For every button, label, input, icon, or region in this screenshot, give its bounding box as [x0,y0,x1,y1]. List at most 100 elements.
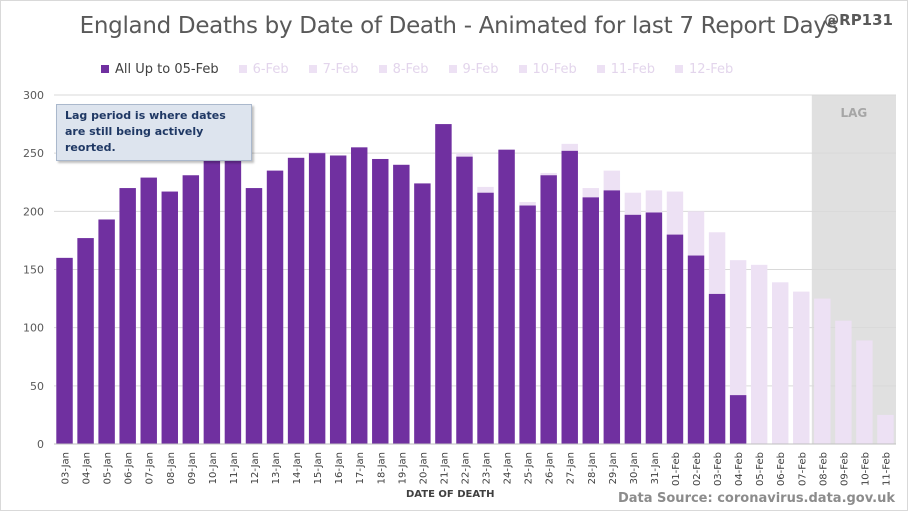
x-tick-label: 10-Feb [860,452,871,486]
legend: All Up to 05-Feb 6-Feb 7-Feb 8-Feb 9-Feb 10-F… [101,59,753,79]
legend-label: 8-Feb [392,61,429,77]
bar-base [561,150,578,444]
bar-latest [877,414,894,444]
x-axis-label: DATE OF DEATH [406,489,495,500]
lag-note: Lag period is where dates are still bein… [56,104,252,161]
x-tick-label: 15-Jan [313,452,324,484]
x-tick-label: 31-Jan [650,452,661,484]
legend-swatch [238,65,247,73]
x-tick-label: 06-Jan [124,452,135,484]
y-tick-label: 150 [23,264,44,277]
legend-item: 10-Feb [518,61,577,77]
y-tick-label: 100 [23,322,44,335]
x-tick-label: 30-Jan [629,452,640,484]
legend-item: 7-Feb [308,61,359,77]
bar-base [182,175,200,444]
legend-label: 6-Feb [252,61,289,77]
x-tick-label: 12-Jan [250,452,261,484]
legend-swatch [675,65,684,73]
bar-base [498,149,515,444]
x-tick-label: 14-Jan [292,452,303,484]
bar-base [56,257,73,444]
x-tick-label: 08-Jan [166,452,177,484]
bar-base [393,164,410,445]
x-tick-label: 26-Jan [545,452,556,484]
x-tick-label: 07-Feb [797,452,808,486]
bar-latest [750,264,768,444]
bar-base [140,177,157,444]
legend-label: 10-Feb [532,61,577,77]
bar-latest [856,340,873,444]
x-tick-label: 03-Jan [61,452,72,484]
legend-label: 11-Feb [610,61,656,77]
legend-label: All Up to 05-Feb [115,61,219,77]
bar-base [540,175,557,444]
bar-base [414,183,431,444]
x-tick-label: 11-Jan [229,452,240,484]
x-tick-label: 16-Jan [334,452,345,484]
legend-item: 9-Feb [448,62,499,77]
bar-base [666,234,684,444]
legend-item: All Up to 05-Feb [101,62,219,77]
bar-base [645,212,663,444]
bar-base [582,197,599,444]
bar-base [119,188,136,444]
lag-label: LAG [841,106,868,120]
y-tick-label: 50 [30,380,44,393]
x-tick-label: 20-Jan [418,452,429,484]
x-tick-label: 24-Jan [503,452,514,484]
legend-item: 12-Feb [675,62,733,77]
bar-latest [772,282,789,444]
y-tick-label: 250 [23,147,44,160]
bar-base [729,395,747,444]
x-tick-label: 21-Jan [439,452,450,484]
chart-title: England Deaths by Date of Death - Animat… [79,13,839,39]
x-tick-label: 03-Feb [713,452,724,486]
bar-base [287,157,305,444]
x-tick-label: 10-Jan [208,452,219,484]
bar-base [308,153,326,444]
bar-base [245,188,263,444]
legend-swatch [378,65,387,73]
bar-base [687,255,705,444]
legend-swatch [518,65,527,73]
x-tick-label: 23-Jan [482,452,493,484]
bar-base [372,158,389,444]
legend-swatch [101,65,109,73]
bar-base [329,155,347,444]
data-source: Data Source: coronavirus.data.gov.uk [617,491,895,506]
x-tick-label: 28-Jan [587,452,598,484]
bar-base [351,147,368,444]
legend-swatch [596,65,605,73]
x-tick-label: 09-Jan [187,452,198,484]
x-tick-label: 13-Jan [271,452,282,484]
x-tick-label: 25-Jan [524,452,535,484]
legend-item: 6-Feb [238,61,289,77]
legend-swatch [448,65,457,73]
bar-base [161,191,178,444]
y-tick-label: 0 [37,438,44,451]
bar-base [435,124,452,444]
bar-latest [835,320,852,444]
bar-base [519,205,536,444]
legend-item: 11-Feb [596,61,656,77]
bar-latest [793,291,810,444]
bar-base [224,158,242,444]
x-tick-label: 07-Jan [145,452,156,484]
x-tick-label: 05-Jan [103,452,114,484]
author-handle: @RP131 [824,11,893,29]
bar-base [624,214,642,444]
legend-label: 12-Feb [689,61,734,77]
legend-label: 7-Feb [322,61,359,77]
x-tick-label: 11-Feb [881,452,892,486]
y-tick-label: 300 [23,89,44,102]
bar-latest [814,298,831,444]
x-tick-label: 02-Feb [692,452,703,486]
x-tick-label: 06-Feb [776,452,787,486]
x-tick-label: 09-Feb [839,452,850,486]
legend-item: 8-Feb [378,61,429,77]
legend-swatch [308,65,317,73]
x-tick-label: 05-Feb [755,452,766,486]
